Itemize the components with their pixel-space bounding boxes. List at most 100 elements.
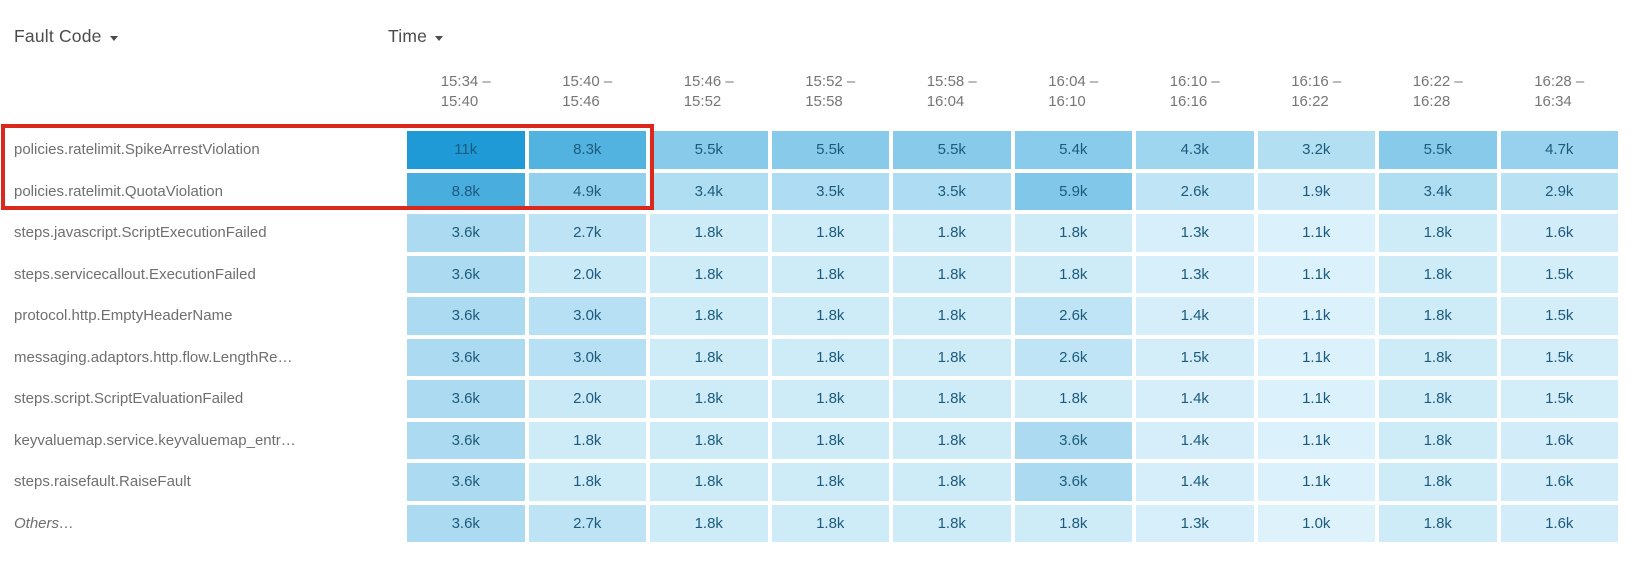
heatmap-cell[interactable]: 3.6k <box>407 338 525 376</box>
heatmap-cell[interactable]: 5.5k <box>650 131 768 169</box>
heatmap-cell[interactable]: 1.8k <box>1379 504 1497 542</box>
heatmap-cell[interactable]: 1.1k <box>1257 421 1375 459</box>
heatmap-cell[interactable]: 1.8k <box>1014 380 1132 418</box>
heatmap-cell[interactable]: 3.4k <box>1379 172 1497 210</box>
heatmap-cell[interactable]: 3.5k <box>893 172 1011 210</box>
heatmap-cell[interactable]: 1.8k <box>650 297 768 335</box>
heatmap-cell[interactable]: 1.8k <box>1379 214 1497 252</box>
heatmap-cell[interactable]: 3.6k <box>407 255 525 293</box>
heatmap-cell[interactable]: 1.5k <box>1500 380 1618 418</box>
heatmap-cell[interactable]: 3.6k <box>407 463 525 501</box>
heatmap-cell[interactable]: 1.8k <box>528 421 646 459</box>
heatmap-cell[interactable]: 1.8k <box>771 463 889 501</box>
fault-code-header-dropdown[interactable]: Fault Code <box>14 26 118 47</box>
heatmap-cell[interactable]: 1.4k <box>1136 463 1254 501</box>
heatmap-cell[interactable]: 1.8k <box>650 421 768 459</box>
heatmap-cell[interactable]: 1.1k <box>1257 214 1375 252</box>
heatmap-cell[interactable]: 1.8k <box>771 338 889 376</box>
heatmap-cell[interactable]: 1.8k <box>893 255 1011 293</box>
heatmap-cell[interactable]: 1.8k <box>771 255 889 293</box>
heatmap-cell[interactable]: 2.6k <box>1014 297 1132 335</box>
heatmap-cell[interactable]: 2.7k <box>528 504 646 542</box>
heatmap-cell[interactable]: 1.1k <box>1257 463 1375 501</box>
heatmap-cell[interactable]: 4.9k <box>528 172 646 210</box>
heatmap-cell[interactable]: 1.8k <box>1379 255 1497 293</box>
heatmap-cell[interactable]: 1.8k <box>771 421 889 459</box>
heatmap-cell[interactable]: 1.8k <box>650 463 768 501</box>
heatmap-cell[interactable]: 1.4k <box>1136 297 1254 335</box>
heatmap-cell[interactable]: 5.5k <box>771 131 889 169</box>
heatmap-cell[interactable]: 1.6k <box>1500 463 1618 501</box>
heatmap-cell[interactable]: 1.8k <box>1014 255 1132 293</box>
heatmap-cell[interactable]: 3.2k <box>1257 131 1375 169</box>
heatmap-cell[interactable]: 1.5k <box>1136 338 1254 376</box>
heatmap-cell[interactable]: 3.6k <box>407 421 525 459</box>
heatmap-cell[interactable]: 4.3k <box>1136 131 1254 169</box>
heatmap-cell[interactable]: 1.3k <box>1136 504 1254 542</box>
heatmap-cell[interactable]: 1.1k <box>1257 297 1375 335</box>
heatmap-cell[interactable]: 1.8k <box>650 214 768 252</box>
heatmap-cell[interactable]: 1.5k <box>1500 338 1618 376</box>
heatmap-cell[interactable]: 1.8k <box>893 463 1011 501</box>
heatmap-cell[interactable]: 1.6k <box>1500 421 1618 459</box>
heatmap-cell[interactable]: 1.8k <box>1379 338 1497 376</box>
heatmap-cell[interactable]: 1.8k <box>771 214 889 252</box>
heatmap-cell[interactable]: 1.8k <box>771 380 889 418</box>
heatmap-cell[interactable]: 2.7k <box>528 214 646 252</box>
heatmap-cell[interactable]: 1.8k <box>1379 380 1497 418</box>
heatmap-cell[interactable]: 3.6k <box>407 214 525 252</box>
heatmap-cell[interactable]: 3.0k <box>528 297 646 335</box>
heatmap-cell[interactable]: 1.9k <box>1257 172 1375 210</box>
heatmap-cell[interactable]: 1.8k <box>650 380 768 418</box>
heatmap-cell[interactable]: 1.8k <box>893 297 1011 335</box>
heatmap-cell[interactable]: 1.3k <box>1136 255 1254 293</box>
heatmap-cell[interactable]: 1.6k <box>1500 504 1618 542</box>
heatmap-cell[interactable]: 3.6k <box>407 380 525 418</box>
heatmap-cell[interactable]: 1.8k <box>1379 297 1497 335</box>
heatmap-cell[interactable]: 1.8k <box>1014 214 1132 252</box>
heatmap-cell[interactable]: 3.5k <box>771 172 889 210</box>
heatmap-cell[interactable]: 5.9k <box>1014 172 1132 210</box>
heatmap-cell[interactable]: 5.5k <box>893 131 1011 169</box>
heatmap-cell[interactable]: 2.0k <box>528 255 646 293</box>
heatmap-cell[interactable]: 5.4k <box>1014 131 1132 169</box>
heatmap-cell[interactable]: 1.8k <box>650 338 768 376</box>
heatmap-cell[interactable]: 1.8k <box>1379 421 1497 459</box>
heatmap-cell[interactable]: 1.8k <box>771 504 889 542</box>
heatmap-cell[interactable]: 1.1k <box>1257 338 1375 376</box>
time-header-dropdown[interactable]: Time <box>388 26 444 47</box>
heatmap-cell[interactable]: 8.8k <box>407 172 525 210</box>
heatmap-cell[interactable]: 1.8k <box>893 421 1011 459</box>
heatmap-cell[interactable]: 1.1k <box>1257 255 1375 293</box>
heatmap-cell[interactable]: 1.4k <box>1136 380 1254 418</box>
heatmap-cell[interactable]: 1.8k <box>1379 463 1497 501</box>
heatmap-cell[interactable]: 3.6k <box>407 297 525 335</box>
heatmap-cell[interactable]: 1.4k <box>1136 421 1254 459</box>
heatmap-cell[interactable]: 11k <box>407 131 525 169</box>
heatmap-cell[interactable]: 3.0k <box>528 338 646 376</box>
heatmap-cell[interactable]: 1.1k <box>1257 380 1375 418</box>
heatmap-cell[interactable]: 5.5k <box>1379 131 1497 169</box>
heatmap-cell[interactable]: 4.7k <box>1500 131 1618 169</box>
heatmap-cell[interactable]: 3.4k <box>650 172 768 210</box>
heatmap-cell[interactable]: 1.5k <box>1500 255 1618 293</box>
heatmap-cell[interactable]: 3.6k <box>407 504 525 542</box>
heatmap-cell[interactable]: 2.9k <box>1500 172 1618 210</box>
heatmap-cell[interactable]: 1.8k <box>650 504 768 542</box>
heatmap-cell[interactable]: 1.8k <box>528 463 646 501</box>
heatmap-cell[interactable]: 8.3k <box>528 131 646 169</box>
heatmap-cell[interactable]: 1.8k <box>650 255 768 293</box>
heatmap-cell[interactable]: 1.3k <box>1136 214 1254 252</box>
heatmap-cell[interactable]: 1.8k <box>893 380 1011 418</box>
heatmap-cell[interactable]: 1.6k <box>1500 214 1618 252</box>
heatmap-cell[interactable]: 2.6k <box>1136 172 1254 210</box>
heatmap-cell[interactable]: 1.8k <box>1014 504 1132 542</box>
heatmap-cell[interactable]: 1.0k <box>1257 504 1375 542</box>
heatmap-cell[interactable]: 3.6k <box>1014 421 1132 459</box>
heatmap-cell[interactable]: 1.8k <box>893 338 1011 376</box>
heatmap-cell[interactable]: 1.8k <box>893 504 1011 542</box>
heatmap-cell[interactable]: 2.6k <box>1014 338 1132 376</box>
heatmap-cell[interactable]: 3.6k <box>1014 463 1132 501</box>
heatmap-cell[interactable]: 1.8k <box>771 297 889 335</box>
heatmap-cell[interactable]: 1.8k <box>893 214 1011 252</box>
